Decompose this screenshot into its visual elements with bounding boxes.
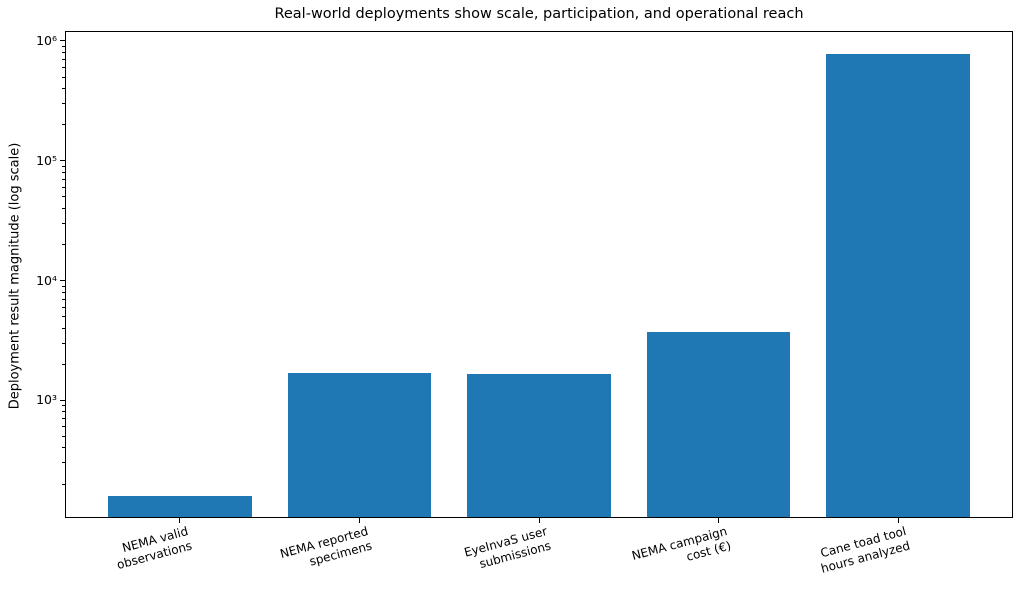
x-tick: [897, 518, 899, 523]
chart-title: Real-world deployments show scale, parti…: [274, 6, 804, 22]
y-minor-tick: [62, 411, 65, 413]
y-minor-tick: [62, 342, 65, 344]
y-tick-label: 10³: [36, 392, 57, 408]
y-minor-tick: [62, 186, 65, 188]
y-minor-tick: [62, 88, 65, 90]
bar-0: [108, 495, 252, 517]
y-minor-tick: [62, 285, 65, 287]
y-minor-tick: [62, 45, 65, 47]
y-minor-tick: [62, 171, 65, 173]
y-minor-tick: [62, 462, 65, 464]
y-minor-tick: [62, 178, 65, 180]
x-tick: [538, 518, 540, 523]
y-major-tick: [60, 399, 65, 401]
y-tick-label: 10⁵: [36, 152, 57, 168]
y-tick-label: 10⁴: [36, 272, 57, 288]
y-minor-tick: [62, 103, 65, 104]
bar-2: [467, 374, 611, 517]
y-minor-tick: [62, 418, 65, 420]
y-minor-tick: [62, 426, 65, 428]
y-minor-tick: [62, 165, 65, 167]
y-minor-tick: [62, 298, 65, 300]
y-minor-tick: [62, 447, 65, 449]
y-minor-tick: [62, 483, 65, 485]
y-minor-tick: [62, 76, 65, 78]
y-major-tick: [60, 280, 65, 281]
y-minor-tick: [62, 67, 65, 68]
y-minor-tick: [62, 435, 65, 437]
y-minor-tick: [62, 316, 65, 317]
y-minor-tick: [62, 59, 65, 60]
y-minor-tick: [62, 306, 65, 308]
y-minor-tick: [62, 207, 65, 209]
y-minor-tick: [62, 124, 65, 126]
bar-4: [826, 53, 970, 517]
y-major-tick: [60, 40, 65, 42]
bar-3: [646, 332, 791, 517]
y-minor-tick: [62, 405, 65, 407]
y-major-tick: [60, 160, 65, 162]
y-minor-tick: [62, 363, 65, 365]
y-tick-label: 10⁶: [36, 32, 57, 48]
y-minor-tick: [62, 196, 65, 198]
y-minor-tick: [62, 291, 65, 293]
x-tick: [179, 518, 181, 523]
bar-1: [287, 372, 432, 517]
x-tick: [359, 518, 360, 523]
x-tick: [718, 518, 719, 523]
y-minor-tick: [62, 327, 65, 329]
y-minor-tick: [62, 222, 65, 224]
y-minor-tick: [62, 243, 65, 245]
y-minor-tick: [62, 52, 65, 53]
